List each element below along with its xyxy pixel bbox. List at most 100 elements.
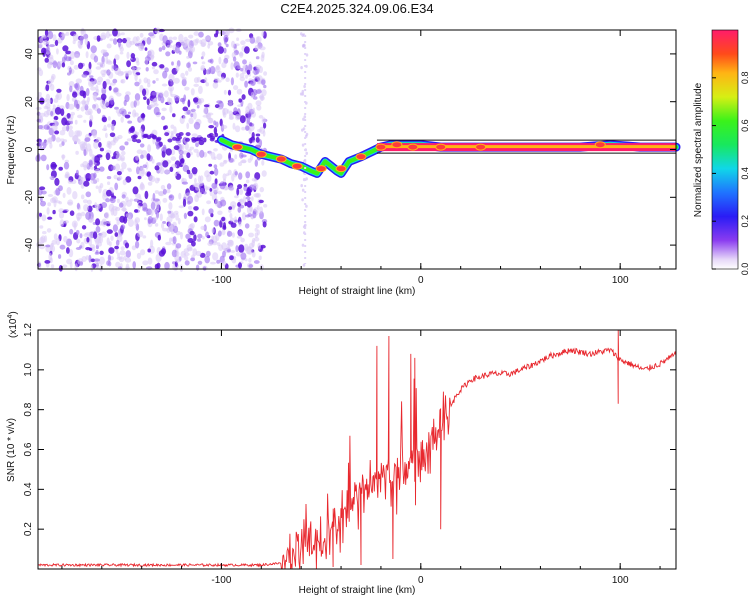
noise-dot [132,134,138,139]
noise-dot [85,51,89,59]
noise-dot [45,84,50,92]
noise-dot [159,213,163,221]
noise-dot [40,196,43,203]
noise-dot [118,256,125,263]
noise-dot [261,170,267,177]
noise-dot [137,41,142,48]
noise-dot [195,264,200,271]
noise-dot [244,46,250,54]
noise-dot [117,252,121,258]
noise-dot [50,83,55,91]
y-tick-label: -20 [24,190,35,205]
noise-dot [75,229,80,236]
noise-dot [233,107,238,115]
noise-dot [251,132,255,139]
noise-dot [162,160,169,168]
y-tick-label: -40 [24,237,35,252]
noise-dot [140,249,146,256]
snr-series [37,329,677,570]
noise-dot [154,216,158,221]
noise-dot [94,202,98,208]
noise-dot [35,106,42,110]
noise-dot [206,134,212,138]
noise-dot [140,167,145,175]
noise-dot [74,119,78,125]
noise-dot [301,143,305,147]
noise-dot [182,198,187,207]
noise-dot [255,192,261,198]
noise-dot [252,107,256,113]
noise-dot [211,182,218,189]
noise-dot [50,75,55,83]
noise-dot [200,225,206,230]
noise-dot [83,149,87,157]
noise-dot [145,67,149,72]
noise-dot [304,223,307,227]
noise-dot [157,94,161,102]
noise-dot [83,204,89,212]
noise-dot [89,244,96,249]
noise-dot [259,186,265,193]
noise-dot [131,245,137,251]
noise-dot [154,223,159,227]
noise-dot [74,130,81,137]
noise-dot [82,98,86,107]
noise-dot [261,31,265,37]
noise-dot [193,121,201,130]
noise-dot [95,218,101,226]
noise-dot [251,240,255,248]
noise-dot [225,173,229,177]
noise-dot [37,261,42,270]
noise-dot [144,217,147,221]
noise-dot [93,172,97,179]
noise-dot [99,182,104,189]
noise-dot [95,226,101,233]
noise-dot [180,72,185,79]
noise-dot [185,137,190,142]
noise-dot [99,147,104,152]
noise-dot [250,91,255,99]
noise-dot [110,123,115,131]
noise-dot [197,99,202,106]
noise-dot [231,40,235,48]
noise-dot [158,191,164,196]
noise-dot [195,250,202,256]
noise-dot [171,249,178,258]
noise-dot [115,239,120,246]
noise-dot [92,231,98,239]
noise-dot [303,84,306,89]
noise-dot [173,77,180,84]
noise-dot [261,159,265,166]
noise-dot [252,75,259,79]
noise-dot [84,232,92,236]
noise-dot [138,78,142,85]
noise-dot [230,217,235,222]
noise-dot [116,219,120,226]
noise-dot [66,94,70,102]
noise-dot [204,170,210,178]
noise-dot [172,36,178,41]
noise-dot [193,216,198,223]
noise-dot [204,255,210,264]
noise-dot [159,64,165,69]
x-tick-label: -100 [211,575,231,586]
noise-dot [39,186,46,191]
noise-dot [185,233,191,240]
noise-dot [240,67,244,72]
noise-dot [234,125,241,133]
noise-dot [212,81,219,89]
noise-dot [162,70,168,79]
noise-dot [209,66,216,75]
noise-dot [106,220,111,224]
noise-dot [125,250,131,258]
noise-dot [75,150,79,155]
noise-dot [236,37,240,41]
noise-dot [120,71,125,76]
noise-dot [135,154,140,161]
noise-dot [305,132,309,136]
noise-dot [48,61,52,65]
noise-dot [125,213,130,219]
noise-dot [185,192,192,197]
noise-dot [70,111,76,116]
ridge-blob [435,143,447,151]
